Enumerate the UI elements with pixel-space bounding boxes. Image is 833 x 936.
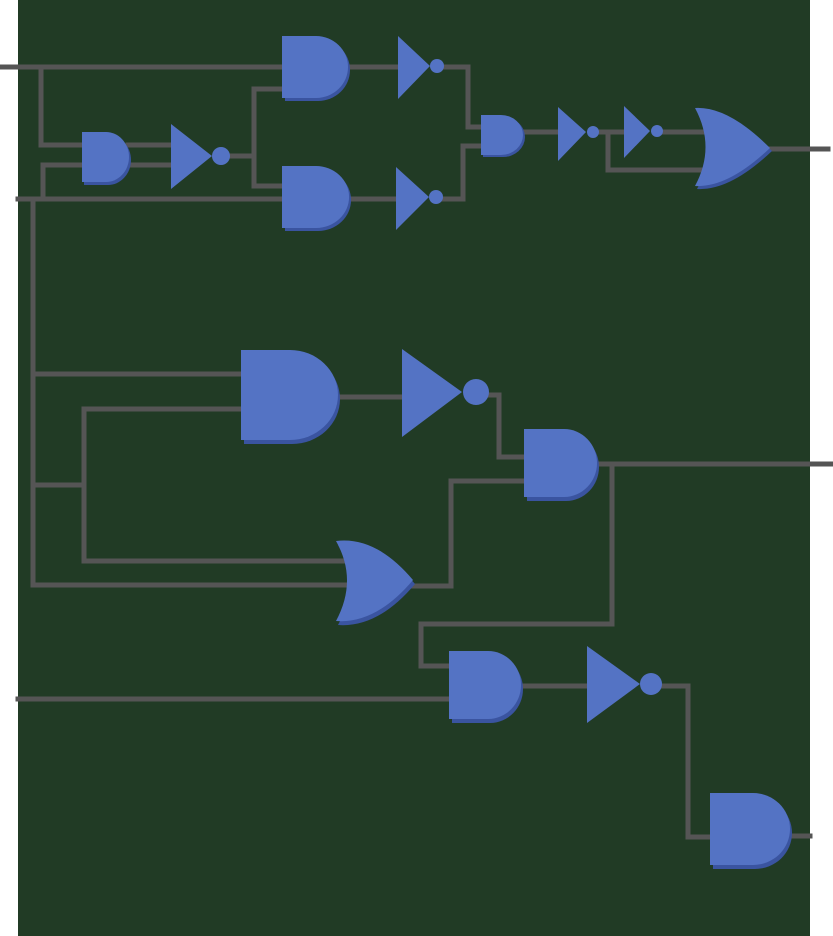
and-gate-7[interactable]	[449, 651, 523, 723]
and-gate-3[interactable]	[282, 166, 352, 231]
wires	[0, 64, 833, 840]
not-gate-7[interactable]	[587, 646, 662, 723]
not-gate-2[interactable]	[398, 36, 444, 99]
or-gate-1[interactable]	[695, 107, 772, 190]
gates	[82, 36, 792, 869]
and-gate-4[interactable]	[481, 115, 525, 157]
wire-n2-to-a4	[441, 64, 485, 130]
and-gate-1[interactable]	[82, 132, 131, 185]
wire-or2-to-a6	[409, 478, 530, 589]
wire-a1-in-b	[40, 162, 88, 202]
not-gate-1[interactable]	[171, 124, 230, 189]
wire-a6-feedback	[418, 461, 615, 669]
wire-n1-split	[227, 86, 288, 189]
wire-c-bus	[81, 406, 353, 564]
wire-n3-to-a4	[441, 143, 485, 202]
not-gate-5[interactable]	[624, 106, 663, 158]
not-gate-4[interactable]	[558, 107, 599, 161]
wire-n7-to-a8	[659, 683, 716, 840]
and-gate-2[interactable]	[282, 36, 350, 101]
or-gate-2[interactable]	[336, 540, 415, 626]
not-gate-6[interactable]	[402, 349, 489, 437]
wire-a-branch	[38, 64, 88, 148]
wire-n4-branch-to-or1	[605, 129, 715, 173]
and-gate-8[interactable]	[710, 793, 792, 869]
and-gate-6[interactable]	[524, 429, 599, 501]
not-gate-3[interactable]	[396, 167, 443, 230]
circuit-background	[18, 0, 810, 936]
and-gate-5[interactable]	[241, 350, 340, 444]
wire-a1-to-n1	[125, 142, 178, 168]
wire-n6-to-a6	[485, 392, 530, 460]
